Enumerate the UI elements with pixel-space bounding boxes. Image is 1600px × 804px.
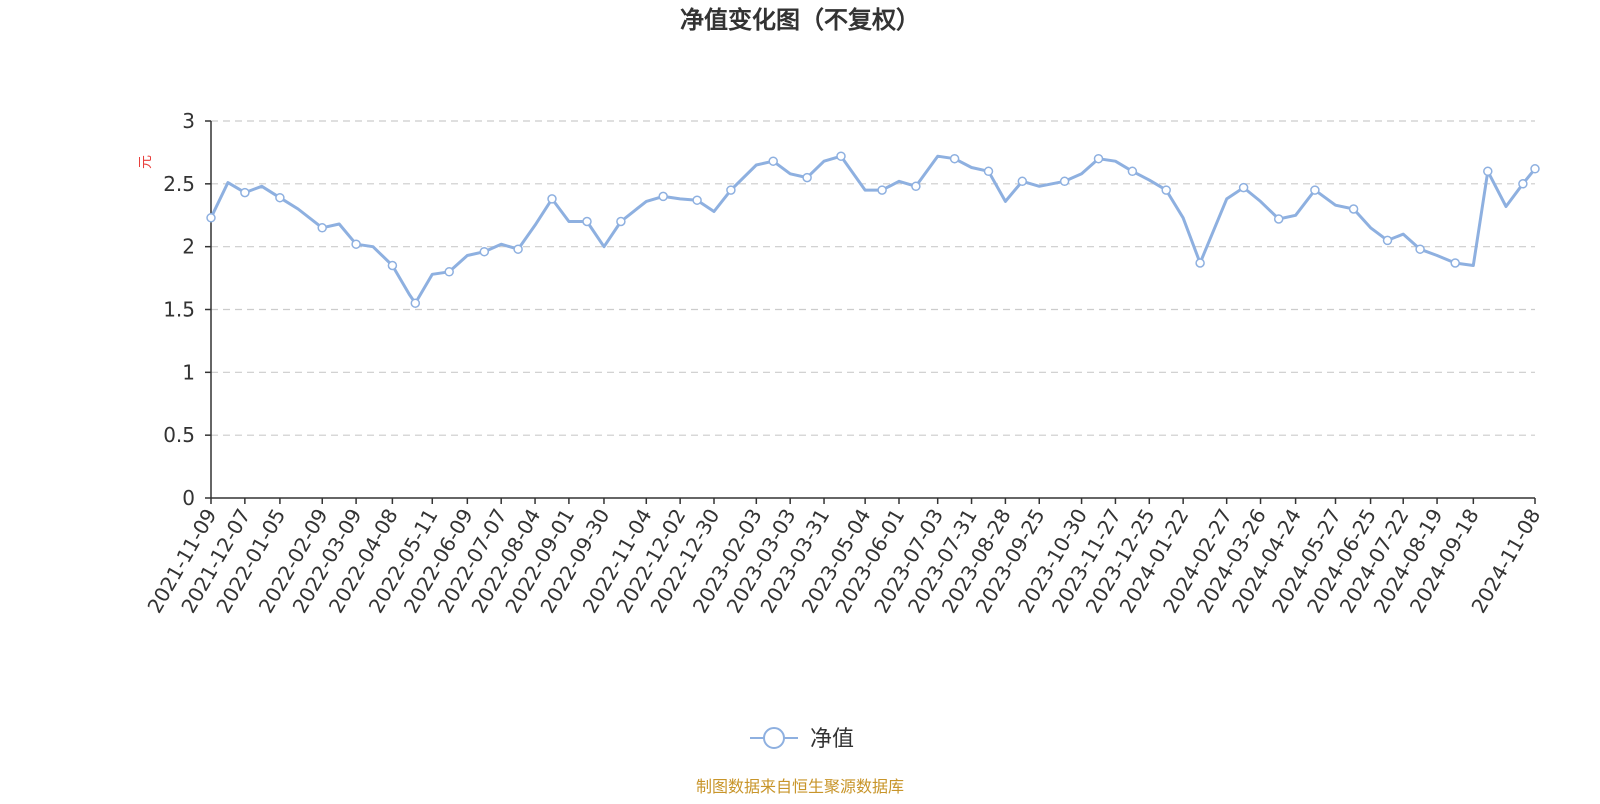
data-point [1127,166,1138,177]
y-axis: 0 0.5 1 1.5 2 2.5 3 [163,109,212,510]
data-point [1518,179,1528,189]
y-tick-label: 1 [182,360,195,384]
x-axis: 2021-11-092021-12-072022-01-052022-02-09… [142,497,1545,617]
legend-marker-icon [763,727,785,749]
data-point [1483,166,1493,177]
data-point [240,187,250,198]
data-point [1310,185,1320,195]
data-point [768,156,778,166]
y-tick-label: 0 [182,486,195,510]
series-net-value [206,151,1540,308]
data-point [1161,185,1171,195]
data-point [317,223,327,233]
data-point [692,195,702,205]
data-point [547,194,557,204]
y-tick-label: 1.5 [163,298,195,322]
y-tick-label: 2 [182,235,195,259]
data-point [1059,176,1070,187]
data-point [658,191,668,202]
data-point [877,185,887,195]
data-point [275,192,285,203]
data-point [1382,235,1393,246]
data-point [1415,244,1425,254]
data-point [726,185,736,195]
data-point [836,151,846,161]
data-point [582,216,592,227]
y-axis-unit-label: 元 [138,155,154,169]
data-point [206,213,216,223]
grid-lines [211,120,1535,436]
data-point [616,216,626,227]
series-line [209,154,1537,305]
data-point [802,172,812,183]
y-tick-label: 2.5 [163,172,195,196]
data-point [513,244,523,254]
data-point [911,181,921,192]
data-point [351,239,361,249]
data-point [410,298,421,308]
data-point [1195,258,1205,268]
data-point [444,267,454,277]
data-point [1273,214,1284,224]
data-point [983,166,994,177]
data-point [1017,176,1028,187]
data-point [1530,164,1540,174]
data-point [1348,204,1359,214]
legend[interactable]: 净值 [750,727,854,752]
data-point [1450,258,1460,268]
data-point [949,153,960,164]
data-point [1238,182,1249,193]
legend-label: 净值 [810,727,854,752]
y-tick-label: 3 [182,109,195,133]
source-note: 制图数据来自恒生聚源数据库 [696,777,904,796]
data-point [479,246,490,257]
y-tick-label: 0.5 [163,423,195,447]
chart-title: 净值变化图（不复权） [680,6,920,34]
data-point [1093,153,1104,164]
data-point [387,260,398,271]
